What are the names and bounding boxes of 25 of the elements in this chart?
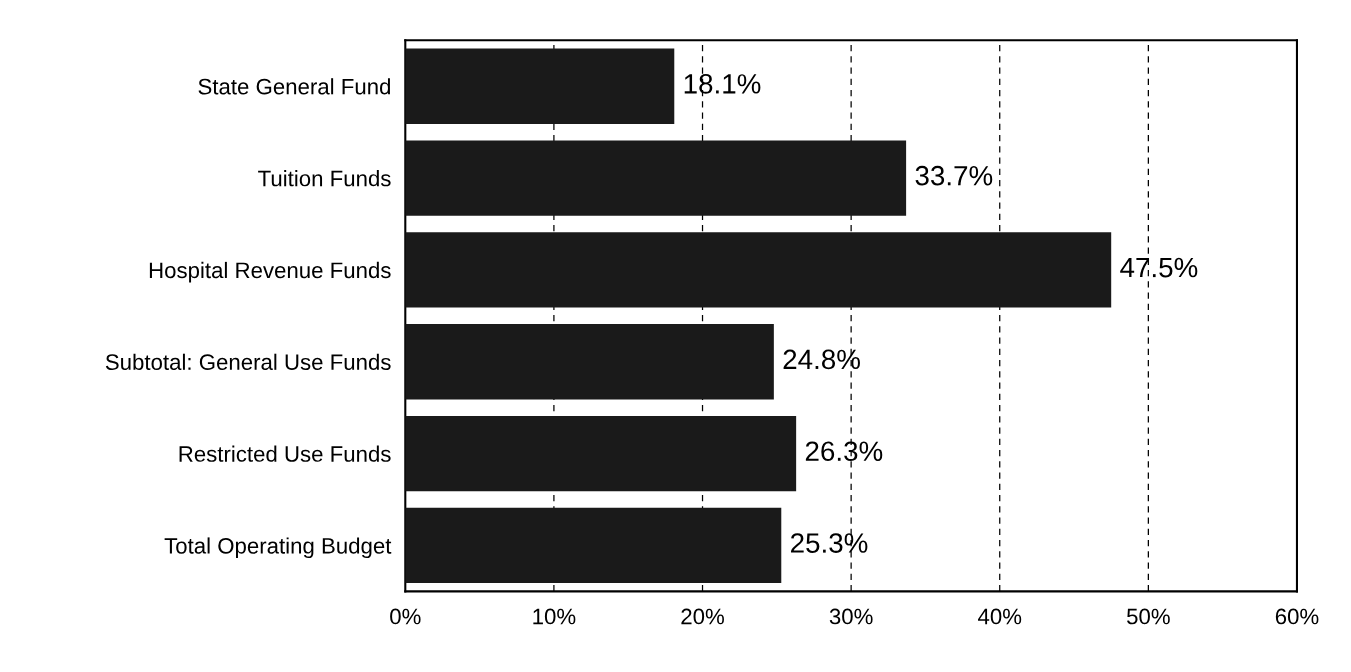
y-tick-label: Subtotal: General Use Funds [105, 353, 391, 371]
x-tick-label: 20% [681, 608, 724, 625]
y-tick-label: Tuition Funds [258, 170, 391, 187]
y-tick-label: State General Fund [198, 78, 390, 95]
data-label: 18.1% [684, 74, 761, 94]
x-tick-label: 10% [533, 608, 576, 625]
x-tick-label: 40% [978, 608, 1022, 625]
y-tick-label: Hospital Revenue Funds [149, 261, 391, 283]
bar [405, 507, 782, 584]
data-label: 33.7% [915, 165, 993, 186]
x-tick-label: 0% [390, 608, 421, 625]
data-label: 24.8% [783, 349, 860, 370]
data-label: 47.5% [1120, 257, 1198, 278]
y-tick-label: Total Operating Budget [164, 537, 392, 559]
bar [405, 415, 797, 492]
data-label: 26.3% [805, 441, 883, 462]
bar [405, 140, 907, 216]
y-tick-label: Restricted Use Funds [179, 445, 391, 462]
bar [405, 48, 675, 124]
x-tick-label: 50% [1127, 608, 1170, 625]
bar [405, 324, 774, 400]
x-tick-label: 60% [1275, 608, 1319, 625]
x-tick-label: 30% [829, 608, 873, 625]
bar [405, 232, 1112, 308]
data-label: 25.3% [791, 533, 868, 553]
